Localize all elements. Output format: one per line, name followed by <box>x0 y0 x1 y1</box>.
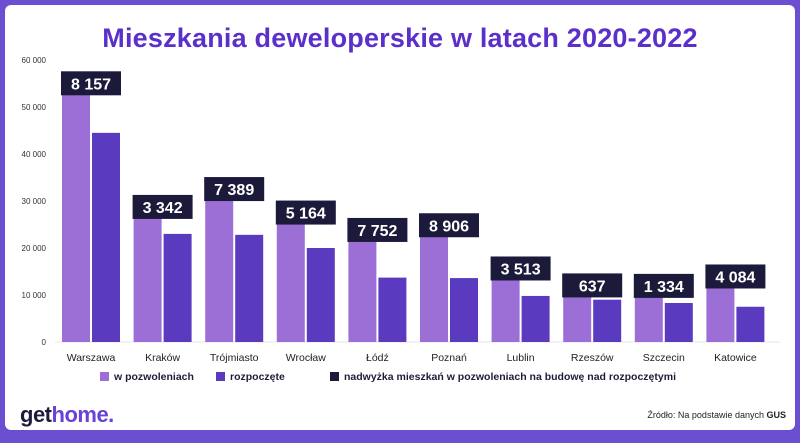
y-tick-label: 0 <box>42 338 47 347</box>
x-tick-label: Łódź <box>366 352 389 364</box>
legend-w-pozwoleniach-label: w pozwoleniach <box>113 371 194 383</box>
brand-logo-prefix: get <box>20 402 52 427</box>
x-tick-label: Kraków <box>145 352 180 364</box>
bar-w-pozwoleniach <box>706 287 735 342</box>
surplus-label-box <box>705 264 766 289</box>
bar-rozpoczete <box>450 278 478 342</box>
bar-w-pozwoleniach <box>348 240 377 342</box>
surplus-value-label: 5 164 <box>286 206 326 223</box>
legend-rozpoczete-label: rozpoczęte <box>230 371 285 383</box>
surplus-value-label: 1 334 <box>644 279 684 296</box>
surplus-value-label: 7 752 <box>357 223 397 240</box>
bar-w-pozwoleniach <box>634 296 663 342</box>
surplus-value-label: 3 513 <box>501 261 541 278</box>
y-tick-label: 20 000 <box>22 244 47 253</box>
x-tick-label: Rzeszów <box>571 352 614 364</box>
bar-rozpoczete <box>378 277 407 342</box>
bar-w-pozwoleniach <box>133 217 162 342</box>
x-tick-label: Warszawa <box>67 352 116 364</box>
surplus-label-box <box>633 273 694 298</box>
x-tick-label: Trójmiasto <box>210 352 259 364</box>
bar-rozpoczete <box>235 234 264 342</box>
surplus-label-box <box>132 194 193 219</box>
bar-rozpoczete <box>163 233 192 342</box>
legend-nadwyzka-swatch <box>330 372 339 381</box>
bar-w-pozwoleniach <box>563 296 592 342</box>
x-tick-label: Katowice <box>714 352 757 364</box>
chart-title: Mieszkania deweloperskie w latach 2020-2… <box>102 23 698 53</box>
surplus-label-box <box>490 256 551 281</box>
surplus-label-box <box>275 200 336 225</box>
surplus-label-box <box>61 71 121 96</box>
source-bold: GUS <box>766 410 786 420</box>
bar-rozpoczete <box>521 295 550 342</box>
surplus-label-box <box>562 273 623 298</box>
y-tick-label: 30 000 <box>22 197 47 206</box>
surplus-value-label: 8 157 <box>71 76 111 93</box>
y-tick-label: 60 000 <box>22 56 47 65</box>
surplus-value-label: 637 <box>579 278 606 295</box>
bar-w-pozwoleniach <box>205 200 234 342</box>
x-tick-label: Poznań <box>431 352 467 364</box>
source-note: Źródło: Na podstawie danych GUS <box>647 410 786 420</box>
bar-rozpoczete <box>92 132 120 342</box>
y-tick-label: 50 000 <box>22 103 47 112</box>
surplus-value-label: 3 342 <box>143 200 183 217</box>
surplus-value-label: 4 084 <box>715 269 755 286</box>
y-tick-label: 40 000 <box>22 150 47 159</box>
legend-w-pozwoleniach-swatch <box>100 372 109 381</box>
source-prefix: Źródło: Na podstawie danych <box>647 410 767 420</box>
legend-nadwyzka-label: nadwyżka mieszkań w pozwoleniach na budo… <box>344 371 676 383</box>
bar-rozpoczete <box>736 306 765 342</box>
bar-rozpoczete <box>306 248 335 342</box>
y-tick-label: 10 000 <box>22 291 47 300</box>
x-tick-label: Szczecin <box>643 352 685 364</box>
surplus-value-label: 8 906 <box>429 218 469 235</box>
legend-rozpoczete-swatch <box>216 372 225 381</box>
bar-w-pozwoleniach <box>491 279 520 342</box>
bar-rozpoczete <box>664 302 693 342</box>
bar-w-pozwoleniach <box>62 94 90 342</box>
surplus-label-box <box>419 213 479 238</box>
brand-logo-accent: home. <box>51 402 115 427</box>
brand-logo: gethome. <box>20 402 114 428</box>
surplus-label-box <box>204 177 265 202</box>
x-tick-label: Wrocław <box>286 352 326 364</box>
bar-w-pozwoleniach <box>276 223 305 342</box>
x-tick-label: Lublin <box>507 352 535 364</box>
bar-w-pozwoleniach <box>420 236 448 342</box>
surplus-label-box <box>347 217 408 242</box>
bar-rozpoczete <box>593 299 622 342</box>
surplus-value-label: 7 389 <box>214 182 254 199</box>
